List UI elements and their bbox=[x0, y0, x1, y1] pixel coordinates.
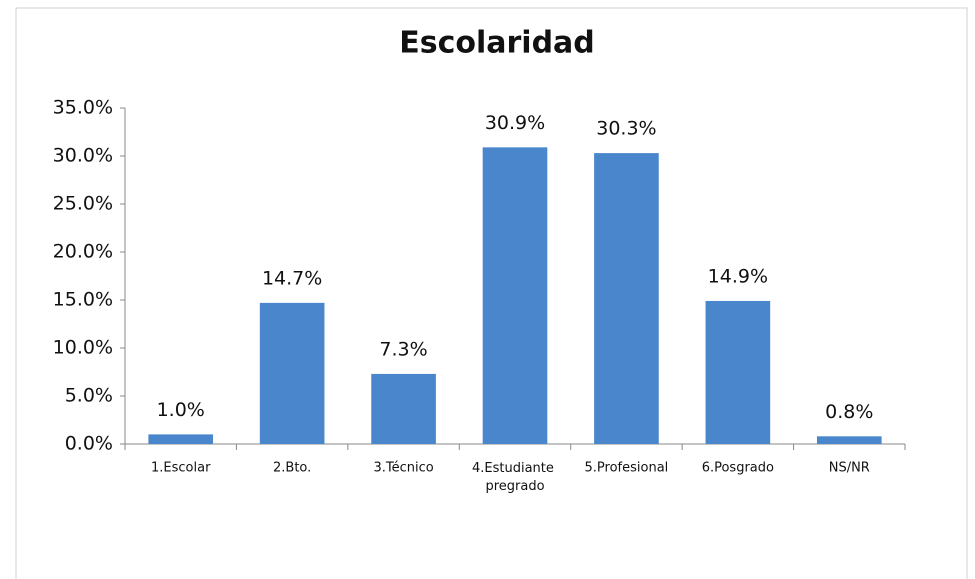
chart-title: Escolaridad bbox=[399, 26, 595, 61]
x-tick-label: 1.Escolar bbox=[151, 461, 211, 476]
y-tick-label: 20.0% bbox=[53, 241, 113, 263]
bar bbox=[705, 300, 771, 444]
x-tick-label: 5.Profesional bbox=[585, 461, 669, 476]
data-label: 14.9% bbox=[708, 265, 768, 287]
data-label: 30.3% bbox=[596, 118, 656, 140]
bar bbox=[594, 153, 659, 444]
x-tick-label: 4.Estudiante pregrado bbox=[472, 461, 558, 494]
x-tick-label: NS/NR bbox=[829, 461, 870, 476]
bar bbox=[816, 436, 882, 444]
y-tick-label: 10.0% bbox=[53, 337, 113, 359]
y-tick-label: 0.0% bbox=[65, 433, 113, 455]
bar bbox=[148, 434, 214, 444]
y-tick-label: 35.0% bbox=[53, 97, 113, 119]
y-tick-label: 25.0% bbox=[53, 193, 113, 215]
data-label: 14.7% bbox=[262, 267, 322, 289]
y-tick-label: 30.0% bbox=[53, 145, 113, 167]
y-tick-label: 15.0% bbox=[53, 289, 113, 311]
data-label: 1.0% bbox=[157, 399, 205, 421]
bar bbox=[371, 373, 436, 444]
x-tick-label: 6.Posgrado bbox=[702, 461, 774, 476]
data-label: 0.8% bbox=[825, 401, 873, 423]
data-label: 30.9% bbox=[485, 112, 545, 134]
bar bbox=[482, 147, 548, 445]
data-label: 7.3% bbox=[379, 338, 427, 360]
x-tick-label: 2.Bto. bbox=[273, 461, 311, 476]
x-tick-label: 3.Técnico bbox=[373, 461, 433, 476]
y-tick-label: 5.0% bbox=[65, 385, 113, 407]
bar bbox=[259, 302, 325, 444]
